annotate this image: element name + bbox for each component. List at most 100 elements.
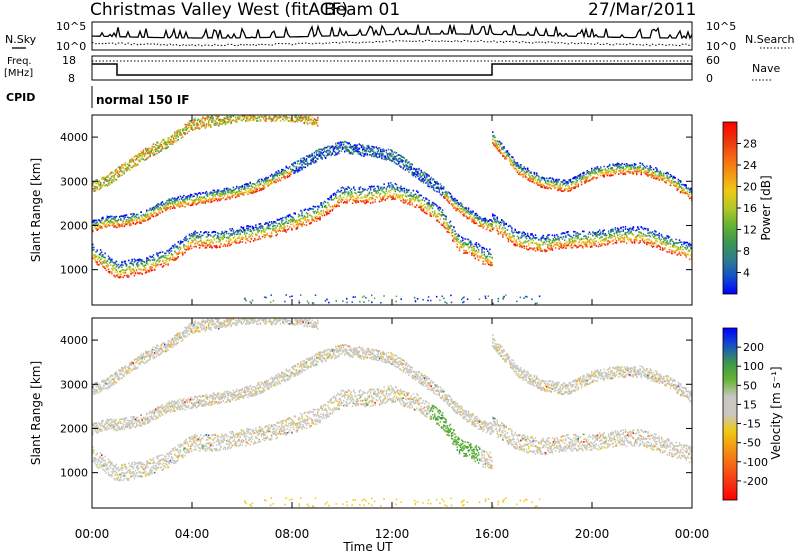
power-point	[493, 221, 495, 224]
power-point	[315, 121, 318, 124]
power-point	[182, 128, 184, 131]
power-point	[247, 224, 249, 227]
power-point	[479, 225, 481, 227]
power-point	[108, 258, 111, 261]
power-point	[389, 191, 391, 193]
power-point	[114, 262, 116, 265]
power-point	[529, 237, 531, 240]
power-point	[165, 141, 167, 144]
power-point	[327, 153, 329, 156]
power-point	[463, 245, 465, 247]
power-point	[227, 237, 229, 239]
power-point	[300, 218, 302, 220]
power-point	[425, 182, 427, 184]
power-point	[347, 150, 349, 153]
power-point	[230, 115, 232, 117]
power-point	[200, 121, 202, 123]
power-point	[117, 175, 120, 178]
power-point	[225, 187, 228, 190]
power-point	[412, 172, 415, 174]
power-point	[177, 130, 179, 132]
power-point	[435, 187, 437, 190]
power-point	[166, 260, 168, 263]
power-point	[420, 207, 422, 209]
power-point	[492, 227, 494, 229]
power-point	[332, 207, 335, 209]
power-point	[400, 155, 402, 157]
power-point	[168, 198, 170, 201]
power-point	[408, 189, 410, 191]
power-point	[122, 220, 124, 222]
power-point	[606, 243, 609, 245]
power-point	[429, 178, 431, 180]
power-point	[528, 235, 530, 238]
power-point	[167, 263, 169, 265]
power-point	[445, 215, 447, 218]
power-point	[472, 245, 474, 248]
power-point	[398, 162, 400, 165]
power-point	[148, 147, 150, 150]
power-point	[461, 244, 463, 247]
power-point	[254, 183, 256, 186]
power-point	[618, 237, 620, 240]
power-point	[238, 117, 240, 120]
power-point	[185, 196, 187, 198]
power-point	[258, 187, 260, 189]
power-point	[149, 155, 151, 157]
power-point	[326, 208, 328, 211]
power-point	[102, 176, 104, 179]
power-point	[390, 149, 392, 151]
power-point	[193, 124, 195, 126]
power-point	[200, 239, 202, 242]
power-point	[234, 188, 237, 190]
power-point	[92, 220, 94, 223]
power-point	[207, 121, 210, 124]
power-point	[151, 266, 154, 269]
power-point	[543, 241, 546, 243]
power-point	[223, 234, 226, 236]
power-point	[371, 193, 373, 195]
power-point	[373, 146, 375, 148]
power-point	[300, 166, 302, 169]
power-point	[197, 198, 200, 200]
power-point	[458, 247, 461, 250]
power-point	[256, 120, 258, 122]
power-point	[119, 276, 121, 279]
power-point	[407, 162, 409, 164]
power-point	[374, 189, 376, 192]
power-point	[147, 257, 149, 260]
power-point	[398, 154, 400, 156]
power-point	[368, 151, 371, 153]
power-point	[123, 269, 125, 272]
power-point	[142, 220, 145, 222]
power-point	[466, 209, 469, 212]
power-point	[205, 242, 208, 244]
power-point	[159, 251, 161, 254]
power-point	[453, 198, 455, 201]
power-point	[241, 238, 244, 241]
power-point	[308, 208, 310, 211]
power-point	[287, 116, 290, 119]
power-point	[120, 273, 122, 276]
power-point	[285, 231, 287, 233]
power-point	[156, 204, 158, 207]
power-point	[112, 220, 114, 223]
power-point	[481, 219, 483, 221]
power-point	[160, 149, 163, 152]
power-point	[284, 221, 286, 224]
power-point	[200, 196, 202, 199]
power-point	[364, 150, 366, 152]
power-point	[134, 272, 137, 274]
power-point	[488, 223, 490, 226]
power-point	[392, 196, 394, 198]
power-point	[160, 209, 163, 211]
power-point	[374, 201, 376, 203]
power-point	[216, 246, 219, 249]
power-point	[467, 217, 470, 220]
power-point	[410, 166, 412, 168]
power-point	[218, 238, 220, 241]
power-point	[443, 213, 445, 216]
power-point	[396, 154, 399, 157]
power-point	[328, 152, 330, 154]
power-point	[205, 191, 208, 193]
